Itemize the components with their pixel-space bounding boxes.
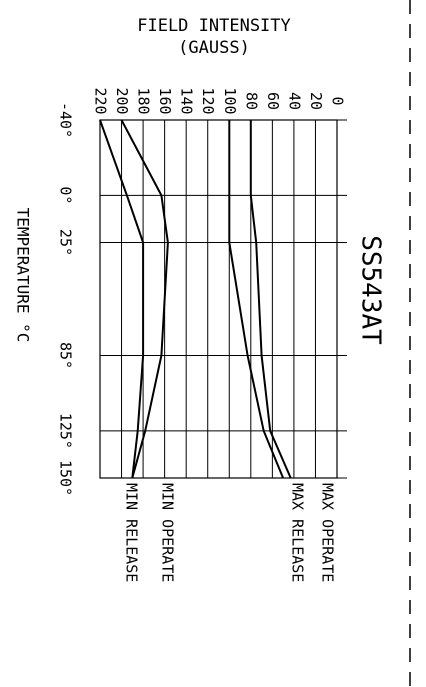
- y-tick-label: 140: [178, 87, 196, 114]
- series-line-min-operate: [228, 120, 285, 479]
- y-tick-label: 180: [135, 87, 153, 114]
- x-tick-label: -40°: [57, 102, 75, 138]
- x-tick-label: 25°: [57, 229, 75, 256]
- y-tick-label: 120: [199, 87, 217, 114]
- y-tick-label: 20: [307, 92, 325, 110]
- plot-border: [99, 119, 338, 479]
- y-tick-label: 0: [329, 96, 347, 105]
- y-tick-label: 160: [156, 87, 174, 114]
- x-tick-label: 125°: [57, 413, 75, 449]
- y-tick-label: 60: [264, 92, 282, 110]
- y-tick-label: 80: [242, 92, 260, 110]
- series-layer: [99, 119, 292, 479]
- series-line-max-operate: [99, 119, 145, 479]
- y-axis-title: FIELD INTENSITY: [137, 16, 291, 36]
- legend-label-min-release: MIN RELEASE: [123, 483, 141, 582]
- legend-label-max-operate: MAX OPERATE: [319, 483, 337, 582]
- chart-title: SS543AT: [356, 235, 386, 345]
- legend-label-max-release: MAX RELEASE: [289, 483, 307, 582]
- x-tick-label: 0°: [57, 186, 75, 204]
- x-axis-title: TEMPERATURE °C: [14, 208, 33, 343]
- y-tick-label: 200: [113, 87, 131, 114]
- y-tick-label: 220: [92, 87, 110, 114]
- x-tick-label: 150°: [57, 460, 75, 496]
- y-axis-unit: (GAUSS): [178, 38, 250, 58]
- legend-label-min-operate: MIN OPERATE: [159, 483, 177, 582]
- y-tick-label: 40: [285, 92, 303, 110]
- series-line-max-release: [120, 119, 169, 479]
- y-tick-label: 100: [221, 87, 239, 114]
- series-line-min-release: [249, 120, 292, 479]
- x-tick-label: 85°: [57, 342, 75, 369]
- grid-layer: [99, 119, 347, 479]
